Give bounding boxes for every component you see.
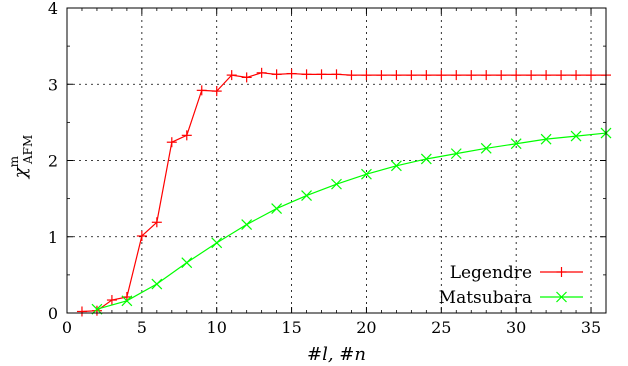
data-point-marker <box>450 148 462 160</box>
y-tick-label: 1 <box>48 228 58 247</box>
x-tick-label: 30 <box>506 318 526 337</box>
y-tick-label: 4 <box>48 0 58 18</box>
y-axis-label-sup: m <box>7 155 21 167</box>
x-tick-label: 25 <box>431 318 451 337</box>
x-tick-label: 5 <box>137 318 147 337</box>
series-legendre <box>76 67 611 317</box>
data-point-marker <box>211 237 223 249</box>
data-point-marker <box>121 295 133 307</box>
series-layer <box>76 67 612 317</box>
plot-frame <box>66 7 607 314</box>
data-point-marker <box>510 138 522 150</box>
data-point-marker <box>390 160 402 172</box>
data-point-marker <box>301 190 312 201</box>
data-point-marker <box>181 257 193 269</box>
y-tick-label: 3 <box>48 75 58 94</box>
y-axis-label-sub: AFM <box>21 135 35 165</box>
data-point-marker <box>271 203 283 214</box>
data-point-marker <box>480 142 492 154</box>
data-point-marker <box>241 219 253 230</box>
y-tick-label: 0 <box>48 304 58 323</box>
legend-label-legendre: Legendre <box>450 263 532 283</box>
y-axis-label: χmAFM <box>7 135 35 181</box>
data-point-marker <box>361 168 372 180</box>
series-line <box>96 132 607 310</box>
legend-label-matsubara: Matsubara <box>439 288 532 308</box>
x-tick-label: 15 <box>281 318 301 337</box>
y-tick-label: 2 <box>48 152 58 171</box>
x-axis-label: #l, #n <box>307 344 366 365</box>
data-point-marker <box>331 178 342 190</box>
legend: Legendre Matsubara <box>439 263 583 308</box>
data-point-marker <box>420 153 432 165</box>
y-axis-label-base: χ <box>10 166 31 180</box>
data-point-marker <box>570 130 582 142</box>
data-point-marker <box>151 278 163 290</box>
x-tick-label: 10 <box>207 318 227 337</box>
x-tick-label: 0 <box>62 318 72 337</box>
x-tick-label: 35 <box>581 318 601 337</box>
data-point-marker <box>556 291 567 303</box>
x-axis-ticks: 0 5 10 15 20 25 30 35 <box>62 8 601 337</box>
data-point-marker <box>540 133 552 145</box>
x-tick-label: 20 <box>356 318 376 337</box>
